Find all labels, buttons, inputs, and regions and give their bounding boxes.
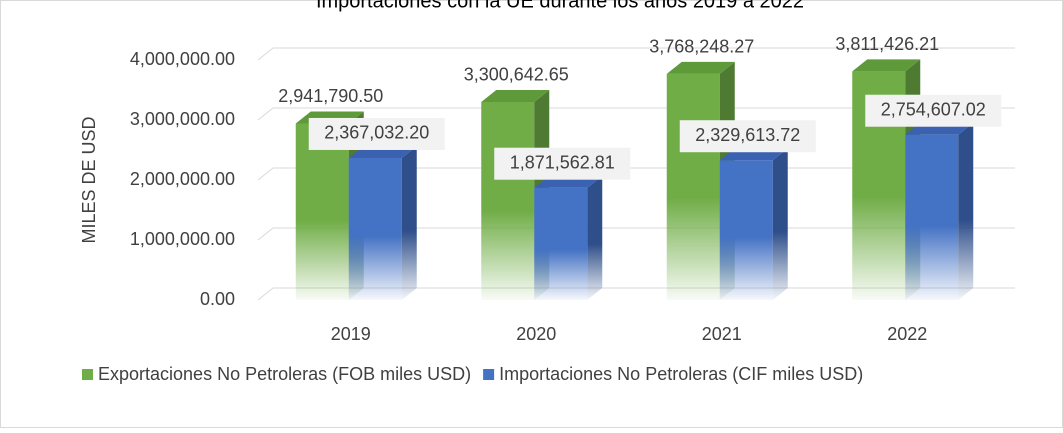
bar-top — [852, 59, 921, 72]
data-label: 2,941,790.50 — [278, 86, 383, 106]
grid-line — [257, 47, 1015, 61]
data-label: 3,811,426.21 — [835, 34, 939, 54]
data-label-box — [865, 94, 1002, 127]
data-label: 3,768,248.27 — [649, 37, 754, 57]
data-label: 2,329,613.72 — [695, 125, 800, 145]
grid-line — [257, 107, 1015, 121]
bar-side — [772, 148, 788, 300]
data-label: 1,871,562.81 — [510, 152, 615, 172]
legend-label: Importaciones No Petroleras (CIF miles U… — [499, 364, 863, 384]
bar — [719, 148, 788, 300]
legend-swatch — [483, 369, 495, 380]
bar-front — [348, 157, 402, 300]
bar-side — [958, 122, 974, 301]
y-axis-label: MILES DE USD — [79, 116, 99, 243]
y-tick-label: 4,000,000.00 — [130, 49, 235, 69]
x-tick-label: 2021 — [702, 324, 742, 344]
bar-side — [587, 175, 603, 300]
bar-side — [401, 145, 417, 300]
data-label: 2,754,607.02 — [881, 99, 986, 119]
y-tick-label: 0.00 — [200, 289, 235, 309]
y-tick-label: 1,000,000.00 — [130, 229, 235, 249]
bar — [905, 122, 974, 301]
chart-title: Importaciones con la UE durante los años… — [316, 0, 804, 12]
bar-top — [666, 61, 735, 74]
bar — [348, 145, 417, 300]
bar — [534, 175, 603, 300]
bar-front — [719, 160, 773, 300]
data-label-box — [679, 120, 816, 153]
bar-front — [534, 187, 588, 300]
bar-top — [481, 89, 550, 102]
bar-front — [905, 134, 959, 300]
data-label-box — [308, 117, 445, 150]
data-label-box — [494, 147, 631, 180]
y-tick-label: 2,000,000.00 — [130, 169, 235, 189]
bar-front — [481, 101, 535, 300]
data-label: 3,300,642.65 — [464, 65, 569, 85]
x-tick-label: 2019 — [331, 324, 371, 344]
data-label: 2,367,032.20 — [324, 123, 429, 143]
bar-front — [295, 123, 349, 300]
x-tick-label: 2022 — [887, 324, 927, 344]
legend-swatch — [82, 369, 93, 380]
bar-front — [666, 73, 720, 300]
legend-label: Exportaciones No Petroleras (FOB miles U… — [98, 364, 471, 384]
y-tick-label: 3,000,000.00 — [130, 109, 235, 129]
x-tick-label: 2020 — [516, 324, 556, 344]
